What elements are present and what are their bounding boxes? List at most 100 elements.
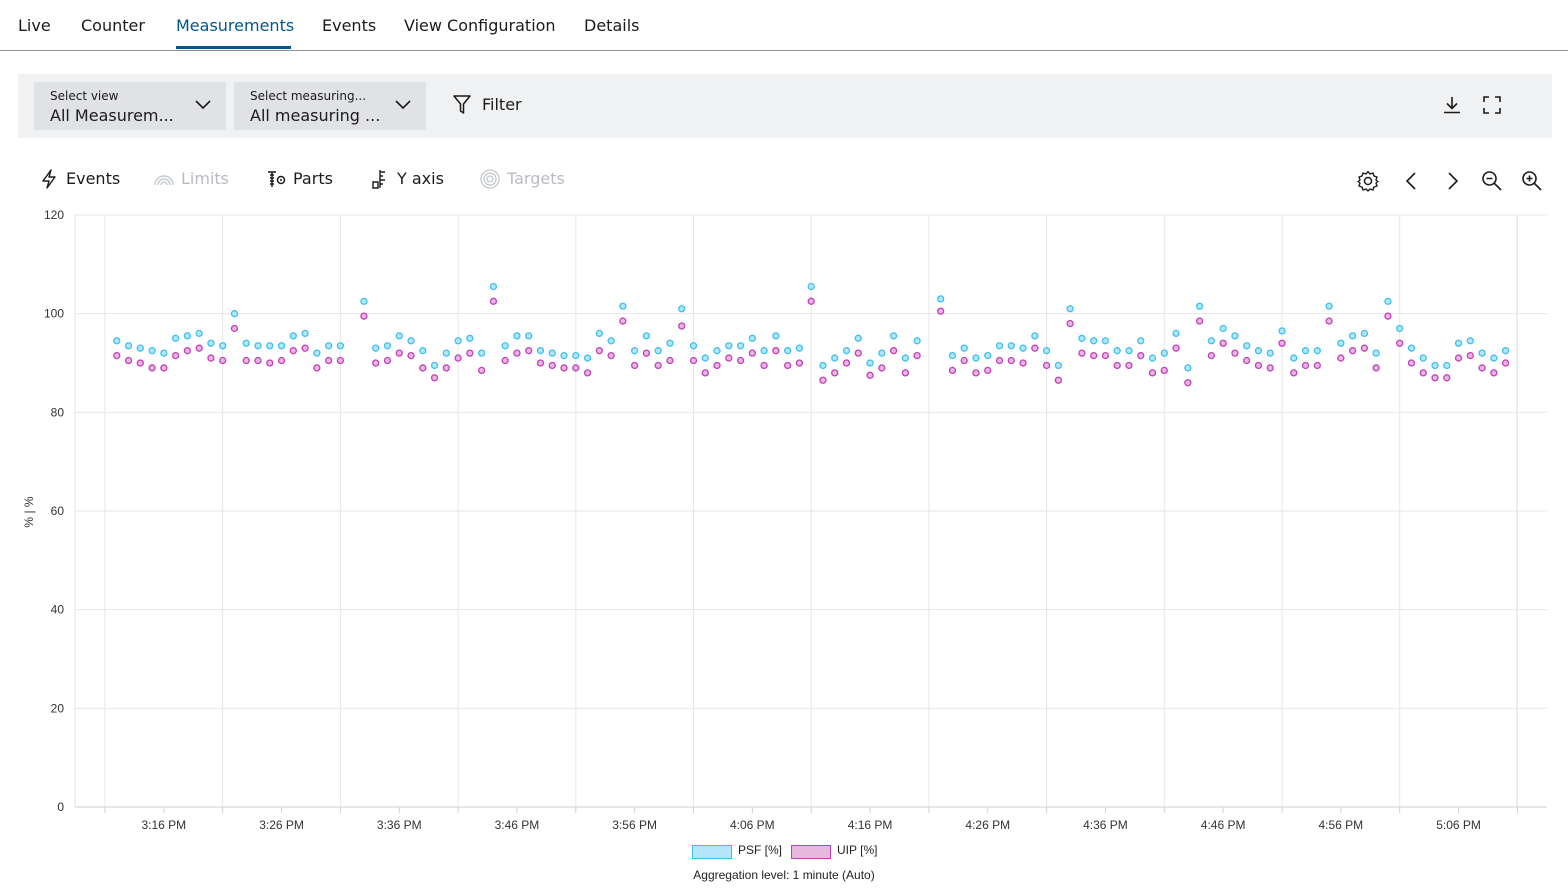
- tab-view-configuration[interactable]: View Configuration: [404, 16, 556, 35]
- legend-item-psf[interactable]: PSF [%]: [738, 843, 783, 857]
- settings-icon[interactable]: [1356, 169, 1380, 193]
- uip-data-point[interactable]: [572, 364, 580, 372]
- psf-data-point[interactable]: [1148, 354, 1157, 362]
- uip-data-point[interactable]: [607, 351, 615, 360]
- psf-data-point[interactable]: [1066, 305, 1074, 313]
- psf-data-point[interactable]: [1031, 332, 1039, 340]
- psf-data-point[interactable]: [913, 337, 921, 345]
- uip-data-point[interactable]: [124, 356, 133, 365]
- psf-data-point[interactable]: [513, 332, 521, 340]
- psf-data-point[interactable]: [324, 342, 333, 350]
- uip-data-point[interactable]: [113, 351, 121, 360]
- uip-data-point[interactable]: [536, 359, 545, 367]
- psf-data-point[interactable]: [525, 332, 533, 340]
- uip-data-point[interactable]: [1396, 339, 1404, 347]
- uip-data-point[interactable]: [1254, 361, 1263, 370]
- psf-data-point[interactable]: [583, 354, 592, 362]
- psf-data-point[interactable]: [430, 361, 439, 370]
- psf-data-point[interactable]: [1325, 302, 1333, 310]
- uip-data-point[interactable]: [889, 347, 898, 355]
- zoom-in-icon[interactable]: [1520, 169, 1544, 193]
- psf-data-point[interactable]: [713, 347, 721, 355]
- uip-data-point[interactable]: [854, 349, 862, 357]
- uip-data-point[interactable]: [1384, 312, 1392, 320]
- uip-data-point[interactable]: [430, 374, 439, 382]
- chevron-left-icon[interactable]: [1400, 169, 1424, 193]
- uip-data-point[interactable]: [1337, 354, 1345, 362]
- uip-data-point[interactable]: [313, 364, 321, 372]
- select-measuring-dropdown[interactable]: Select measuring... All measuring ...: [234, 82, 426, 130]
- uip-data-point[interactable]: [336, 356, 345, 365]
- uip-data-point[interactable]: [372, 359, 380, 367]
- psf-data-point[interactable]: [831, 354, 839, 362]
- psf-data-point[interactable]: [1125, 347, 1133, 355]
- psf-data-point[interactable]: [725, 342, 733, 350]
- psf-data-point[interactable]: [277, 342, 286, 350]
- uip-data-point[interactable]: [725, 354, 733, 362]
- uip-data-point[interactable]: [1078, 349, 1086, 357]
- psf-data-point[interactable]: [1360, 329, 1369, 338]
- uip-data-point[interactable]: [595, 347, 603, 355]
- psf-data-point[interactable]: [1478, 349, 1486, 357]
- psf-data-point[interactable]: [1313, 347, 1321, 355]
- uip-data-point[interactable]: [560, 364, 568, 372]
- uip-data-point[interactable]: [701, 369, 709, 377]
- psf-data-point[interactable]: [195, 329, 203, 338]
- uip-data-point[interactable]: [1101, 351, 1110, 360]
- psf-data-point[interactable]: [854, 334, 862, 342]
- psf-data-point[interactable]: [1243, 342, 1251, 350]
- psf-data-point[interactable]: [772, 332, 780, 340]
- psf-data-point[interactable]: [160, 349, 168, 357]
- zoom-out-icon[interactable]: [1480, 169, 1504, 193]
- uip-data-point[interactable]: [1054, 376, 1063, 384]
- uip-data-point[interactable]: [1443, 374, 1451, 382]
- uip-data-point[interactable]: [266, 359, 274, 367]
- psf-data-point[interactable]: [113, 337, 121, 345]
- uip-data-point[interactable]: [230, 324, 239, 333]
- uip-data-point[interactable]: [913, 351, 921, 360]
- psf-data-point[interactable]: [124, 342, 133, 350]
- uip-data-point[interactable]: [1137, 351, 1145, 360]
- legend-item-uip[interactable]: UIP [%]: [837, 843, 878, 857]
- psf-data-point[interactable]: [230, 310, 239, 318]
- psf-data-point[interactable]: [1090, 337, 1098, 345]
- uip-data-point[interactable]: [1090, 351, 1098, 360]
- uip-data-point[interactable]: [713, 361, 721, 370]
- psf-data-point[interactable]: [360, 297, 368, 305]
- tab-details[interactable]: Details: [584, 16, 640, 35]
- uip-data-point[interactable]: [937, 307, 945, 315]
- psf-data-point[interactable]: [207, 339, 215, 347]
- psf-data-point[interactable]: [948, 351, 957, 360]
- psf-data-point[interactable]: [1443, 361, 1451, 370]
- uip-data-point[interactable]: [1148, 369, 1157, 377]
- psf-data-point[interactable]: [1266, 349, 1274, 357]
- uip-data-point[interactable]: [1066, 319, 1074, 328]
- uip-data-point[interactable]: [1325, 317, 1333, 325]
- psf-data-point[interactable]: [1490, 354, 1498, 362]
- psf-data-point[interactable]: [748, 334, 756, 342]
- uip-data-point[interactable]: [407, 351, 415, 360]
- psf-data-point[interactable]: [1466, 337, 1474, 345]
- psf-data-point[interactable]: [642, 332, 651, 340]
- psf-data-point[interactable]: [607, 337, 615, 345]
- uip-data-point[interactable]: [1466, 351, 1474, 360]
- uip-data-point[interactable]: [1290, 369, 1298, 377]
- uip-data-point[interactable]: [819, 376, 827, 384]
- psf-data-point[interactable]: [301, 329, 309, 338]
- psf-data-point[interactable]: [336, 342, 345, 350]
- uip-data-point[interactable]: [1042, 361, 1051, 370]
- uip-data-point[interactable]: [277, 356, 286, 365]
- uip-data-point[interactable]: [1419, 369, 1427, 377]
- psf-data-point[interactable]: [1290, 354, 1298, 362]
- psf-data-point[interactable]: [1160, 349, 1168, 357]
- psf-data-point[interactable]: [1184, 364, 1192, 372]
- uip-data-point[interactable]: [1125, 361, 1133, 370]
- psf-data-point[interactable]: [407, 337, 415, 345]
- uip-data-point[interactable]: [1454, 354, 1463, 362]
- uip-data-point[interactable]: [1407, 359, 1416, 367]
- fullscreen-icon[interactable]: [1481, 94, 1503, 116]
- psf-data-point[interactable]: [795, 344, 804, 352]
- uip-data-point[interactable]: [242, 356, 250, 365]
- uip-data-point[interactable]: [195, 344, 203, 352]
- uip-data-point[interactable]: [1031, 344, 1039, 352]
